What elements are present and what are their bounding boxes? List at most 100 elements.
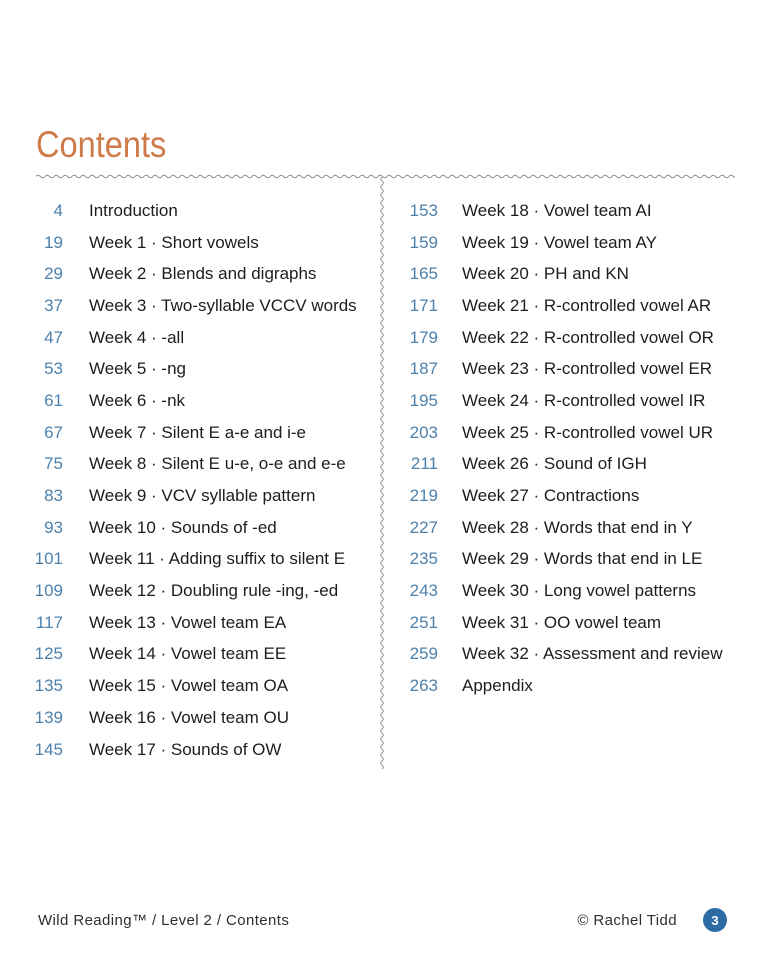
toc-entry: 263 Appendix [404, 670, 722, 702]
toc-column-right: 153 Week 18 · Vowel team AI 159 Week 19 · V… [404, 195, 723, 702]
toc-page-number: 75 [44, 454, 63, 474]
toc-entry-label: Week 17 · Sounds of OW [89, 739, 282, 759]
toc-entry: 101 Week 11 · Adding suffix to silent E [29, 544, 357, 576]
toc-page-number: 61 [44, 390, 63, 410]
toc-page-number: 171 [409, 295, 438, 315]
toc-entry: 171 Week 21 · R-controlled vowel AR [404, 290, 722, 322]
footer-right-group: © Rachel Tidd 3 [577, 908, 727, 932]
toc-page-number: 125 [34, 644, 63, 664]
toc-entry-label: Week 10 · Sounds of -ed [89, 517, 277, 537]
page-number-badge: 3 [703, 908, 727, 932]
wavy-divider-horizontal [36, 173, 735, 180]
toc-entry-label: Week 14 · Vowel team EE [89, 644, 287, 664]
toc-entry-label: Week 1 · Short vowels [89, 232, 259, 252]
toc-entry: 125 Week 14 · Vowel team EE [29, 639, 357, 671]
toc-page-number: 4 [53, 200, 63, 220]
toc-column-left: 4 Introduction 19 Week 1 · Short vowels 29 We… [29, 195, 357, 765]
toc-entry-label: Week 23 · R-controlled vowel ER [462, 359, 713, 379]
toc-entry-label: Week 22 · R-controlled vowel OR [462, 327, 714, 347]
toc-page-number: 29 [44, 264, 63, 284]
toc-entry-label: Week 13 · Vowel team EA [89, 612, 287, 632]
toc-page-number: 227 [409, 517, 438, 537]
toc-page-number: 83 [44, 486, 63, 506]
toc-page-number: 93 [44, 517, 63, 537]
toc-entry-label: Week 25 · R-controlled vowel UR [462, 422, 713, 442]
toc-entry-label: Week 26 · Sound of IGH [462, 454, 647, 474]
toc-entry-label: Week 21 · R-controlled vowel AR [462, 295, 712, 315]
toc-entry: 251 Week 31 · OO vowel team [404, 607, 722, 639]
toc-entry: 135 Week 15 · Vowel team OA [29, 670, 357, 702]
toc-entry: 195 Week 24 · R-controlled vowel IR [404, 385, 722, 417]
toc-page-number: 101 [34, 549, 63, 569]
toc-page-number: 195 [409, 390, 438, 410]
toc-entry-label: Week 24 · R-controlled vowel IR [462, 390, 706, 410]
toc-page-number: 53 [44, 359, 63, 379]
toc-entry-label: Week 4 · -all [89, 327, 185, 347]
toc-page-number: 259 [409, 644, 438, 664]
toc-entry: 61 Week 6 · -nk [29, 385, 357, 417]
toc-entry: 145 Week 17 · Sounds of OW [29, 734, 357, 766]
toc-page-number: 179 [409, 327, 438, 347]
toc-page-number: 251 [409, 612, 438, 632]
toc-entry-label: Week 9 · VCV syllable pattern [89, 486, 316, 506]
toc-entry-label: Week 8 · Silent E u-e, o-e and e-e [89, 454, 346, 474]
toc-entry-label: Week 29 · Words that end in LE [462, 549, 703, 569]
toc-page-number: 235 [409, 549, 438, 569]
toc-entry: 53 Week 5 · -ng [29, 353, 357, 385]
toc-page-number: 165 [409, 264, 438, 284]
toc-entry-label: Week 11 · Adding suffix to silent E [89, 549, 346, 569]
toc-page-number: 135 [34, 676, 63, 696]
toc-page-number: 243 [409, 581, 438, 601]
toc-entry: 187 Week 23 · R-controlled vowel ER [404, 353, 722, 385]
toc-page-number: 219 [409, 486, 438, 506]
toc-entry-label: Week 6 · -nk [89, 390, 186, 410]
toc-entry: 47 Week 4 · -all [29, 322, 357, 354]
toc-entry: 67 Week 7 · Silent E a-e and i-e [29, 417, 357, 449]
toc-entry: 19 Week 1 · Short vowels [29, 227, 357, 259]
page-title: Contents [36, 124, 167, 165]
toc-entry-label: Week 28 · Words that end in Y [462, 517, 693, 537]
toc-entry: 179 Week 22 · R-controlled vowel OR [404, 322, 722, 354]
toc-entry: 75 Week 8 · Silent E u-e, o-e and e-e [29, 449, 357, 481]
toc-entry-label: Week 5 · -ng [89, 359, 187, 379]
toc-entry-label: Week 2 · Blends and digraphs [89, 264, 317, 284]
toc-entry: 211 Week 26 · Sound of IGH [404, 449, 722, 481]
toc-entry: 259 Week 32 · Assessment and review [404, 639, 723, 671]
toc-page-number: 159 [409, 232, 438, 252]
wavy-divider-vertical [378, 177, 386, 769]
toc-page-number: 67 [44, 422, 63, 442]
toc-entry-label: Week 16 · Vowel team OU [89, 707, 289, 727]
toc-entry: 139 Week 16 · Vowel team OU [29, 702, 357, 734]
toc-page-number: 153 [409, 200, 438, 220]
toc-entry-label: Week 32 · Assessment and review [462, 644, 723, 664]
toc-entry: 117 Week 13 · Vowel team EA [29, 607, 357, 639]
toc-entry-label: Week 30 · Long vowel patterns [462, 581, 697, 601]
toc-entry-label: Week 19 · Vowel team AY [462, 232, 657, 252]
toc-entry: 243 Week 30 · Long vowel patterns [404, 575, 722, 607]
page-footer: Wild Reading™ / Level 2 / Contents © Rac… [38, 905, 727, 935]
toc-entry: 153 Week 18 · Vowel team AI [404, 195, 722, 227]
toc-entry: 235 Week 29 · Words that end in LE [404, 544, 722, 576]
toc-page-number: 139 [34, 707, 63, 727]
toc-entry-label: Week 3 · Two-syllable VCCV words [89, 295, 357, 315]
toc-page-number: 203 [409, 422, 438, 442]
toc-entry-label: Week 7 · Silent E a-e and i-e [89, 422, 307, 442]
toc-page-number: 47 [44, 327, 63, 347]
toc-entry: 83 Week 9 · VCV syllable pattern [29, 480, 357, 512]
toc-entry: 219 Week 27 · Contractions [404, 480, 722, 512]
footer-copyright: © Rachel Tidd [577, 911, 677, 929]
toc-entry-label: Week 15 · Vowel team OA [89, 676, 289, 696]
toc-entry-label: Week 31 · OO vowel team [462, 612, 662, 632]
toc-page-number: 37 [44, 295, 63, 315]
toc-entry: 37 Week 3 · Two-syllable VCCV words [29, 290, 357, 322]
toc-entry: 165 Week 20 · PH and KN [404, 258, 722, 290]
toc-page-number: 211 [410, 454, 438, 474]
toc-entry: 29 Week 2 · Blends and digraphs [29, 258, 357, 290]
toc-entry: 93 Week 10 · Sounds of -ed [29, 512, 357, 544]
toc-entry-label: Introduction [89, 200, 178, 220]
footer-breadcrumb: Wild Reading™ / Level 2 / Contents [38, 911, 290, 929]
toc-entry: 203 Week 25 · R-controlled vowel UR [404, 417, 722, 449]
toc-page-number: 109 [34, 581, 63, 601]
toc-entry: 227 Week 28 · Words that end in Y [404, 512, 722, 544]
